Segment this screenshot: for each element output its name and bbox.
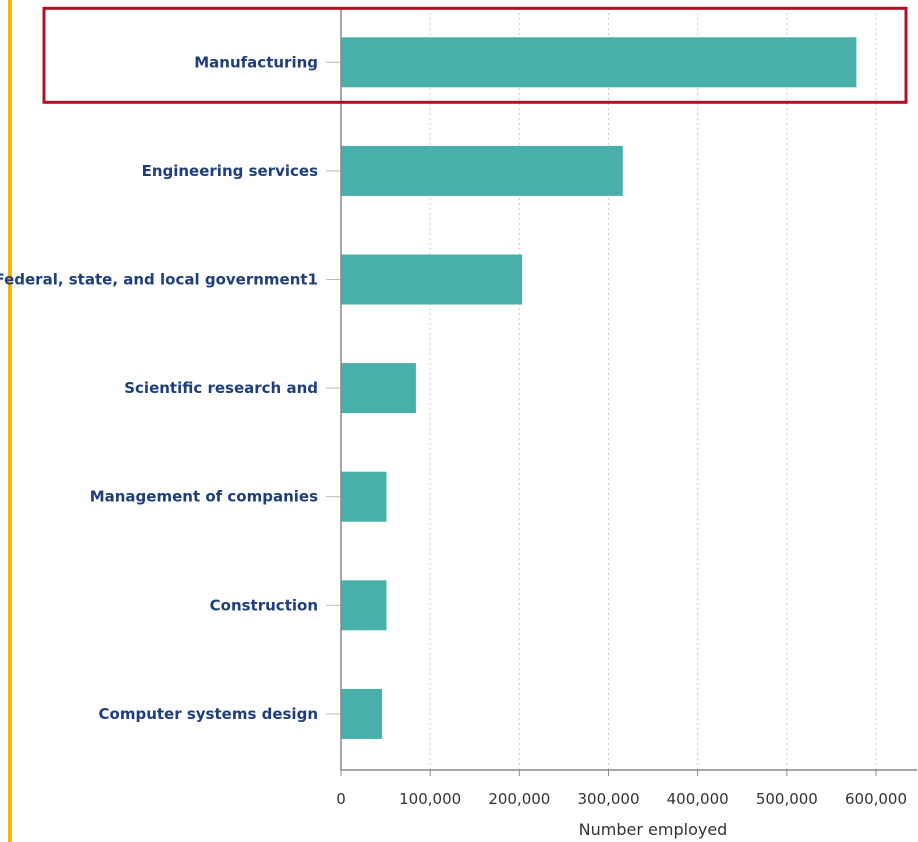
category-label-construction: Construction (210, 596, 318, 614)
category-label-engineering-services: Engineering services (142, 162, 318, 180)
bar-scientific-research-and (341, 363, 416, 414)
category-label-federal-state-and-local-government1: Federal, state, and local government1 (0, 271, 318, 289)
x-tick-labels: 0 100,000 200,000 300,000 400,000 500,000 600,… (336, 770, 907, 808)
category-label-computer-systems-design: Computer systems design (99, 705, 318, 723)
x-tick-label: 400,000 (667, 790, 729, 808)
bar-construction (341, 580, 387, 631)
bar-management-of-companies (341, 471, 387, 522)
x-axis-title: Number employed (579, 820, 728, 839)
bar-federal-state-and-local-government1 (341, 254, 523, 305)
bar-computer-systems-design (341, 688, 383, 739)
bars (341, 37, 857, 739)
left-accent-line (8, 0, 12, 842)
x-tick-label: 200,000 (488, 790, 550, 808)
highlight-box (42, 6, 908, 104)
x-tick-label: 100,000 (399, 790, 461, 808)
bar-engineering-services (341, 145, 623, 196)
category-label-manufacturing: Manufacturing (194, 53, 318, 71)
gridlines (429, 8, 877, 770)
x-tick-label: 600,000 (845, 790, 907, 808)
category-labels: Manufacturing Engineering services Federal… (0, 53, 341, 723)
bar-manufacturing (341, 37, 857, 88)
category-label-management-of-companies: Management of companies (90, 488, 318, 506)
x-tick-label: 0 (336, 790, 346, 808)
category-label-scientific-research-and: Scientific research and (124, 379, 318, 397)
x-tick-label: 300,000 (577, 790, 639, 808)
x-tick-label: 500,000 (756, 790, 818, 808)
